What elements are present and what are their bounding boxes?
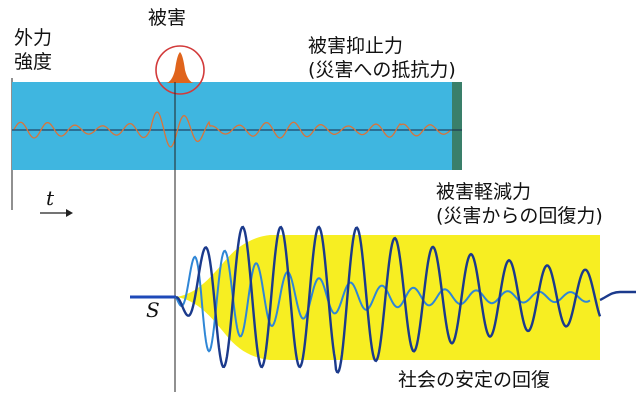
external-force-label: 外力 強度 bbox=[14, 27, 53, 73]
damage-peak bbox=[166, 52, 194, 83]
s-symbol: S bbox=[146, 298, 160, 322]
damage-label: 被害 bbox=[148, 7, 187, 29]
recovery-label: 社会の安定の回復 bbox=[398, 369, 551, 391]
recovery-wave-tail bbox=[599, 290, 636, 302]
recovery-wave-light bbox=[175, 249, 591, 353]
recovery-wave-dark bbox=[175, 225, 602, 374]
reduction-area bbox=[176, 235, 600, 360]
suppression-band-edge bbox=[452, 82, 462, 170]
external-force-wave bbox=[13, 111, 451, 148]
right-arrow-head bbox=[66, 209, 73, 217]
reduction-label: 被害軽減力 (災害からの回復力) bbox=[436, 181, 603, 227]
damage-circle bbox=[155, 45, 205, 95]
time-symbol: t bbox=[46, 186, 55, 210]
suppression-label: 被害抑止力 (災害への抵抗力) bbox=[308, 35, 456, 81]
